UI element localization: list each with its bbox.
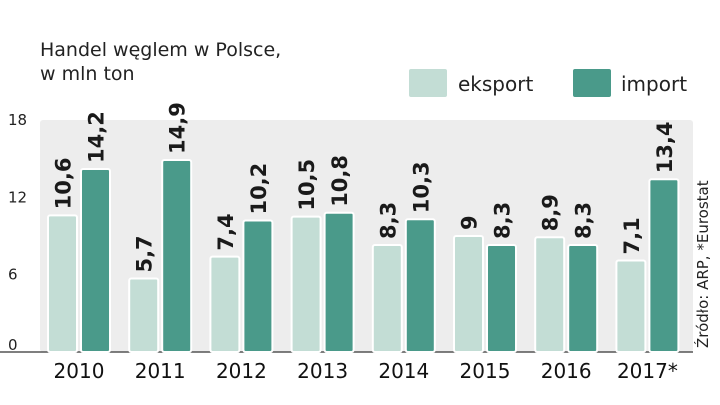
- legend-label-import: import: [621, 72, 687, 96]
- plot-area: [40, 120, 693, 352]
- category-label-2013: 2013: [297, 359, 348, 383]
- bar-eksport-2017*: [615, 259, 647, 353]
- y-tick-label: 6: [8, 266, 18, 284]
- data-label-eksport-2012: 7,4: [214, 213, 238, 250]
- category-label-2017*: 2017*: [617, 359, 678, 383]
- bar-import-2012: [242, 219, 274, 353]
- category-label-2016: 2016: [541, 359, 592, 383]
- data-label-eksport-2010: 10,6: [52, 158, 76, 210]
- data-label-import-2011: 14,9: [166, 102, 190, 154]
- data-label-import-2017*: 13,4: [653, 121, 677, 173]
- legend-swatch-eksport: [407, 67, 449, 99]
- bar-eksport-2011: [128, 277, 160, 353]
- category-label-2012: 2012: [216, 359, 267, 383]
- data-label-eksport-2011: 5,7: [133, 235, 157, 272]
- y-tick-label: 18: [8, 111, 27, 129]
- data-label-eksport-2013: 10,5: [295, 159, 319, 211]
- bar-eksport-2013: [290, 215, 322, 353]
- data-label-eksport-2014: 8,3: [376, 202, 400, 239]
- bar-eksport-2014: [371, 244, 403, 353]
- category-label-2015: 2015: [460, 359, 511, 383]
- category-label-2010: 2010: [54, 359, 105, 383]
- bar-eksport-2012: [209, 255, 241, 353]
- bar-import-2016: [567, 244, 599, 353]
- bar-eksport-2016: [534, 236, 566, 354]
- data-label-import-2015: 8,3: [491, 202, 515, 239]
- bars: 10,6 14,2 5,7 14,9 7,4 10,2 10,5 10,8 8,3 10,3 9 8,…: [47, 102, 680, 354]
- data-label-eksport-2015: 9: [458, 215, 482, 230]
- chart-title: Handel węglem w Polsce,: [40, 39, 281, 61]
- bar-eksport-2015: [453, 235, 484, 353]
- bar-import-2010: [80, 167, 111, 353]
- y-tick-label: 0: [8, 336, 18, 354]
- bar-import-2013: [323, 211, 355, 353]
- category-label-2011: 2011: [135, 359, 186, 383]
- data-label-import-2016: 8,3: [572, 202, 596, 239]
- bar-import-2015: [486, 244, 517, 353]
- data-label-import-2012: 10,2: [247, 163, 271, 215]
- chart-subtitle: w mln ton: [40, 63, 135, 85]
- bar-import-2014: [404, 218, 436, 353]
- data-label-import-2010: 14,2: [85, 111, 109, 163]
- data-label-import-2013: 10,8: [328, 155, 352, 207]
- y-axis-ticks: 0 6 12 18: [8, 111, 27, 354]
- data-label-import-2014: 10,3: [409, 161, 433, 213]
- source-note: Źródło: ARP, *Eurostat: [693, 180, 712, 348]
- legend: eksport import: [407, 67, 687, 99]
- y-tick-label: 12: [8, 188, 27, 206]
- data-label-eksport-2016: 8,9: [539, 194, 563, 231]
- legend-swatch-import: [571, 67, 613, 99]
- bar-eksport-2010: [47, 214, 78, 353]
- bar-import-2017*: [648, 178, 680, 353]
- bar-import-2011: [161, 158, 193, 353]
- data-label-eksport-2017*: 7,1: [620, 217, 644, 254]
- legend-label-eksport: eksport: [458, 72, 533, 96]
- category-label-2014: 2014: [378, 359, 429, 383]
- category-labels: 2010 2011 2012 2013 2014 2015 2016 2017*: [54, 359, 678, 383]
